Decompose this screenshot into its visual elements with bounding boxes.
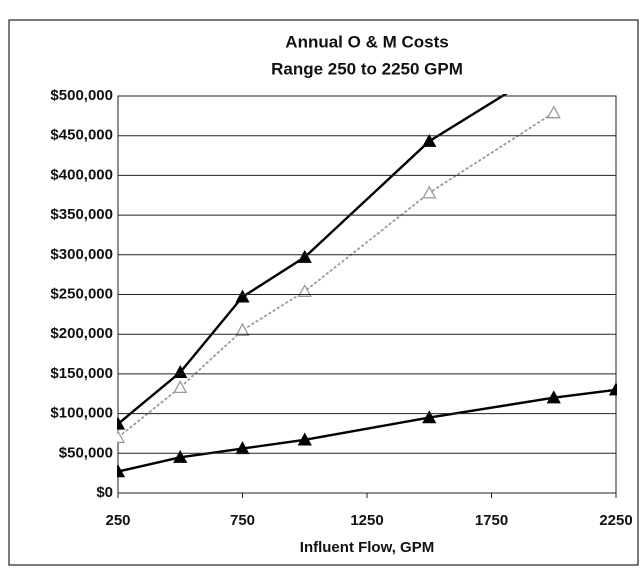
data-marker [608,382,617,396]
data-marker [546,105,561,119]
data-marker [548,58,560,69]
y-tick-label: $450,000 [50,127,113,144]
y-tick-label: $500,000 [50,87,113,104]
series-line [117,388,617,473]
data-marker [422,133,437,147]
plot-area [117,58,617,478]
chart-subtitle: Range 250 to 2250 GPM [271,59,463,78]
y-tick-label: $400,000 [50,166,113,183]
data-marker [117,430,126,444]
data-marker [117,416,126,430]
y-tick-label: $150,000 [50,365,113,382]
x-tick-label: 2250 [599,512,632,529]
chart-border [8,19,639,566]
x-tick-label: 750 [230,512,255,529]
data-marker [235,289,250,303]
series-line [117,94,508,425]
data-marker [297,283,312,297]
data-marker [297,249,312,263]
data-marker [173,380,188,394]
chart-title: Annual O & M Costs [285,32,448,51]
y-tick-label: $100,000 [50,405,113,422]
data-marker [173,364,188,378]
data-marker [117,464,126,478]
series-line [117,111,555,439]
x-axis-label: Influent Flow, GPM [300,539,434,556]
data-marker [173,449,188,463]
x-tick-label: 1250 [350,512,383,529]
y-tick-label: $50,000 [59,444,113,461]
data-marker [422,185,437,199]
y-tick-label: $300,000 [50,246,113,263]
y-tick-label: $250,000 [50,285,113,302]
data-marker [422,410,437,424]
data-marker [546,390,561,404]
data-marker [235,322,250,336]
x-tick-label: 250 [105,512,130,529]
y-tick-label: $350,000 [50,206,113,223]
x-tick-label: 1750 [475,512,508,529]
y-tick-label: $0 [96,484,113,501]
data-marker [297,432,312,446]
y-tick-label: $200,000 [50,325,113,342]
